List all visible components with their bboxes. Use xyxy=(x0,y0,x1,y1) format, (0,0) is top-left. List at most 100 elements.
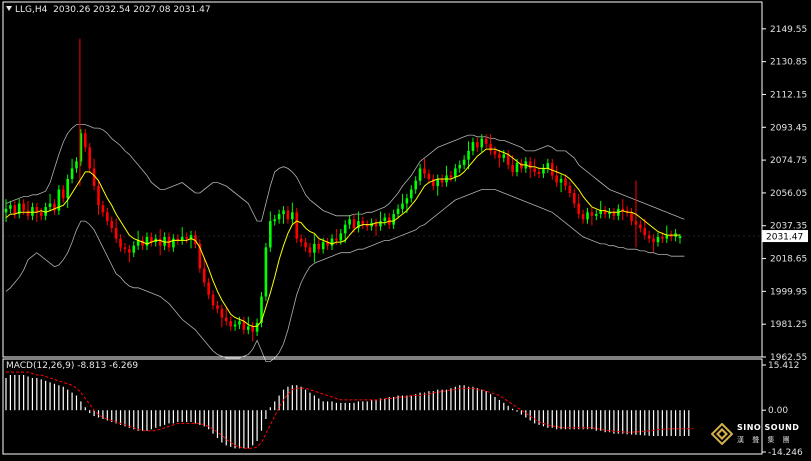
bull-candle-body xyxy=(255,322,259,332)
symbol-label: LLG,H4 xyxy=(15,5,48,15)
bear-candle-body xyxy=(493,150,497,155)
price-pane[interactable] xyxy=(3,38,762,362)
bull-candle-body xyxy=(678,236,682,239)
bear-candle-body xyxy=(101,205,105,213)
bear-candle-body xyxy=(647,235,651,239)
bear-candle-body xyxy=(489,143,492,151)
bear-candle-body xyxy=(352,219,356,229)
bull-candle-body xyxy=(330,238,334,246)
bear-candle-body xyxy=(365,224,369,227)
bull-candle-body xyxy=(17,203,21,215)
bear-candle-body xyxy=(123,247,127,250)
bear-candle-body xyxy=(299,238,303,243)
bull-candle-body xyxy=(418,168,422,181)
macd-pane-frame xyxy=(2,358,763,455)
bear-candle-body xyxy=(224,317,228,322)
bear-candle-body xyxy=(621,208,625,211)
sino-sound-logo: SINO SOUND 漢 聲 集 團 xyxy=(711,421,803,451)
macd-tick-label: -14.246 xyxy=(768,448,803,457)
price-tick-label: 2074.75 xyxy=(770,156,807,166)
bull-candle-body xyxy=(136,240,140,246)
bear-candle-body xyxy=(449,175,453,178)
bull-candle-body xyxy=(180,236,184,241)
bear-candle-body xyxy=(141,240,144,246)
dropdown-arrow-icon[interactable] xyxy=(6,6,12,11)
bear-candle-body xyxy=(612,212,616,216)
bear-candle-body xyxy=(185,236,188,239)
bull-candle-body xyxy=(515,163,519,172)
bull-candle-body xyxy=(163,236,166,246)
bear-candle-body xyxy=(528,161,532,169)
bear-candle-body xyxy=(603,210,607,215)
bear-candle-body xyxy=(564,178,567,186)
bear-candle-body xyxy=(308,247,312,253)
macd-header: MACD(12,26,9) -8.813 -6.269 xyxy=(6,361,138,371)
price-tick-label: 2037.35 xyxy=(770,222,807,232)
bull-candle-body xyxy=(542,168,545,174)
bull-candle-body xyxy=(48,203,52,208)
bull-candle-body xyxy=(357,221,360,229)
bull-candle-body xyxy=(436,178,440,186)
bear-candle-body xyxy=(568,185,572,194)
bear-candle-body xyxy=(39,212,43,216)
bear-candle-body xyxy=(581,214,585,220)
bull-candle-body xyxy=(246,326,250,330)
bull-candle-body xyxy=(454,168,457,178)
price-tick-label: 2149.55 xyxy=(770,25,807,35)
bear-candle-body xyxy=(220,308,224,318)
bear-candle-body xyxy=(211,294,215,306)
bull-candle-body xyxy=(70,168,74,179)
bear-candle-body xyxy=(639,224,642,229)
bear-candle-body xyxy=(61,189,65,199)
bear-candle-body xyxy=(476,142,479,148)
bull-candle-body xyxy=(471,142,475,151)
bear-candle-body xyxy=(119,238,122,248)
bear-candle-body xyxy=(150,236,153,243)
bull-candle-body xyxy=(379,221,382,227)
bull-candle-body xyxy=(321,242,325,250)
bear-candle-body xyxy=(335,238,338,241)
bull-candle-body xyxy=(66,178,69,199)
bull-candle-body xyxy=(467,150,470,160)
chart-header[interactable]: LLG,H4 2030.26 2032.54 2027.08 2031.47 xyxy=(6,5,211,15)
bear-candle-body xyxy=(13,205,17,215)
bear-candle-body xyxy=(97,185,100,206)
bear-candle-body xyxy=(555,175,558,183)
bull-candle-body xyxy=(4,208,8,213)
bull-candle-body xyxy=(595,214,598,216)
bull-candle-body xyxy=(233,324,237,327)
bear-candle-body xyxy=(520,163,523,169)
bollinger-upper-line xyxy=(5,124,685,222)
bear-candle-body xyxy=(53,203,56,211)
bear-candle-body xyxy=(652,238,655,243)
bear-candle-body xyxy=(114,228,118,239)
bull-candle-body xyxy=(57,189,61,211)
macd-pane[interactable] xyxy=(5,371,694,449)
bull-candle-body xyxy=(401,203,404,209)
bear-candle-body xyxy=(577,203,580,215)
bear-candle-body xyxy=(128,249,131,253)
bull-candle-body xyxy=(348,219,351,225)
bear-candle-body xyxy=(106,212,109,222)
bear-candle-body xyxy=(22,203,25,211)
bear-candle-body xyxy=(83,133,87,148)
bear-candle-body xyxy=(88,147,91,169)
bear-candle-body xyxy=(625,210,629,213)
bull-candle-body xyxy=(189,235,193,239)
bear-candle-body xyxy=(643,228,647,236)
bear-candle-body xyxy=(198,243,202,269)
bear-candle-body xyxy=(286,210,290,220)
bull-candle-body xyxy=(405,198,409,204)
price-tick-label: 1981.25 xyxy=(770,320,807,330)
bollinger-lower-line xyxy=(5,189,685,362)
bull-candle-body xyxy=(291,212,294,220)
bull-candle-body xyxy=(414,180,417,190)
bear-candle-body xyxy=(669,235,673,237)
bear-candle-body xyxy=(317,243,321,250)
bull-candle-body xyxy=(260,296,263,323)
bear-candle-body xyxy=(550,163,554,176)
bear-candle-body xyxy=(216,305,219,309)
bear-candle-body xyxy=(432,178,435,186)
